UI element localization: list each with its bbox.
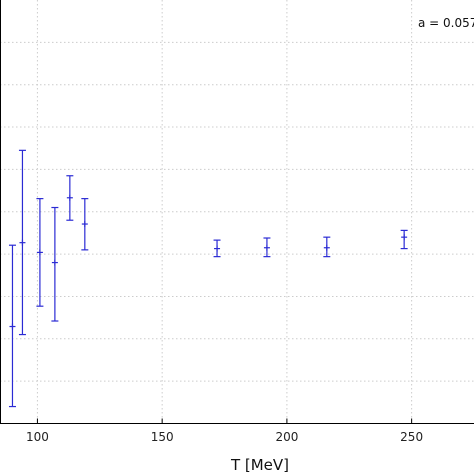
data-point [323, 236, 331, 258]
data-point [18, 149, 26, 336]
data-point [36, 198, 44, 307]
data-point [400, 229, 408, 250]
data-points [8, 149, 408, 408]
grid-lines [0, 0, 474, 424]
data-point [213, 239, 221, 258]
x-tick-label: 200 [275, 430, 298, 444]
data-point [263, 237, 271, 258]
axes [0, 0, 474, 424]
data-point [66, 175, 74, 221]
data-point [81, 198, 89, 251]
x-ticks: 100 150 200 250 [26, 418, 423, 444]
parameter-annotation: a = 0.0572 [418, 16, 474, 30]
x-tick-label: 100 [26, 430, 49, 444]
data-point [51, 206, 59, 322]
x-axis-label: T [MeV] [230, 456, 289, 474]
data-point [8, 244, 16, 408]
x-tick-label: 250 [400, 430, 423, 444]
x-tick-label: 150 [151, 430, 174, 444]
